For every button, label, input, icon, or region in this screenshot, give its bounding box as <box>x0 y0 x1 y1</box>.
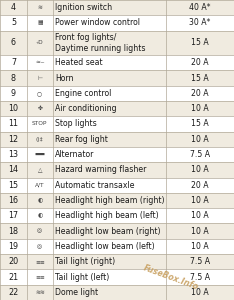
Text: 20 A: 20 A <box>191 58 209 67</box>
Text: 40 A*: 40 A* <box>189 3 211 12</box>
Text: 14: 14 <box>8 165 18 174</box>
Text: ✤: ✤ <box>37 106 42 111</box>
Text: Rear fog light: Rear fog light <box>55 135 108 144</box>
Text: 10 A: 10 A <box>191 288 209 297</box>
Bar <box>0 147 234 162</box>
Bar <box>0 101 234 116</box>
Text: ≈~: ≈~ <box>35 60 45 65</box>
Text: Horn: Horn <box>55 74 73 82</box>
Text: ○: ○ <box>37 91 42 96</box>
Text: Daytime running lights: Daytime running lights <box>55 44 146 53</box>
Text: ()‡: ()‡ <box>36 137 44 142</box>
Text: 8: 8 <box>11 74 16 82</box>
Text: STOP: STOP <box>32 122 48 127</box>
Bar <box>0 193 234 208</box>
Bar <box>0 0 234 15</box>
Text: Hazard warning flasher: Hazard warning flasher <box>55 165 146 174</box>
Bar <box>0 132 234 147</box>
Text: Headlight low beam (left): Headlight low beam (left) <box>55 242 155 251</box>
Text: 11: 11 <box>8 119 18 128</box>
Text: 10: 10 <box>8 104 18 113</box>
Text: Ignition switch: Ignition switch <box>55 3 112 12</box>
Bar <box>0 86 234 101</box>
Bar <box>0 116 234 132</box>
Bar <box>0 70 234 86</box>
Text: 15 A: 15 A <box>191 38 209 47</box>
Text: Headlight high beam (left): Headlight high beam (left) <box>55 211 159 220</box>
Text: 10 A: 10 A <box>191 104 209 113</box>
Bar <box>0 269 234 285</box>
Text: 12: 12 <box>8 135 18 144</box>
Text: Headlight high beam (right): Headlight high beam (right) <box>55 196 165 205</box>
Text: Automatic transaxle: Automatic transaxle <box>55 181 135 190</box>
Text: Air conditioning: Air conditioning <box>55 104 117 113</box>
Bar <box>0 239 234 254</box>
Text: ≋: ≋ <box>37 5 42 10</box>
Text: Alternator: Alternator <box>55 150 94 159</box>
Bar <box>0 15 234 31</box>
Text: 7: 7 <box>11 58 16 67</box>
Bar <box>0 162 234 178</box>
Text: 20 A: 20 A <box>191 181 209 190</box>
Text: 30 A*: 30 A* <box>189 19 211 28</box>
Text: 10 A: 10 A <box>191 211 209 220</box>
Bar <box>0 178 234 193</box>
Text: ▦: ▦ <box>37 20 43 26</box>
Text: ◎: ◎ <box>37 244 42 249</box>
Text: △: △ <box>37 167 42 172</box>
Text: FuseBox.Info: FuseBox.Info <box>142 263 200 292</box>
Text: 20 A: 20 A <box>191 89 209 98</box>
Text: 15 A: 15 A <box>191 74 209 82</box>
Text: 10 A: 10 A <box>191 165 209 174</box>
Text: Tail light (right): Tail light (right) <box>55 257 115 266</box>
Text: 7.5 A: 7.5 A <box>190 257 210 266</box>
Bar <box>0 31 234 55</box>
Text: ⊢: ⊢ <box>37 76 42 81</box>
Text: 22: 22 <box>8 288 18 297</box>
Text: 9: 9 <box>11 89 16 98</box>
Text: 6: 6 <box>11 38 16 47</box>
Bar <box>0 224 234 239</box>
Text: 5: 5 <box>11 19 16 28</box>
Text: 10 A: 10 A <box>191 196 209 205</box>
Text: 19: 19 <box>8 242 18 251</box>
Text: 15: 15 <box>8 181 18 190</box>
Bar <box>0 254 234 269</box>
Text: 20: 20 <box>8 257 18 266</box>
Text: 16: 16 <box>8 196 18 205</box>
Text: 7.5 A: 7.5 A <box>190 150 210 159</box>
Text: Heated seat: Heated seat <box>55 58 103 67</box>
Text: 21: 21 <box>8 272 18 281</box>
Text: ◎: ◎ <box>37 229 42 234</box>
Bar <box>0 208 234 224</box>
Text: Headlight low beam (right): Headlight low beam (right) <box>55 226 161 236</box>
Text: Stop lights: Stop lights <box>55 119 97 128</box>
Text: 4: 4 <box>11 3 16 12</box>
Text: Engine control: Engine control <box>55 89 111 98</box>
Text: ₊D: ₊D <box>36 40 44 45</box>
Text: A/T: A/T <box>35 183 44 188</box>
Text: 13: 13 <box>8 150 18 159</box>
Text: Front fog lights/: Front fog lights/ <box>55 33 116 42</box>
Text: ≋≋: ≋≋ <box>35 290 45 295</box>
Text: Tail light (left): Tail light (left) <box>55 272 109 281</box>
Text: ▬▬: ▬▬ <box>34 152 45 157</box>
Text: ◐: ◐ <box>37 198 42 203</box>
Bar <box>0 285 234 300</box>
Text: 7.5 A: 7.5 A <box>190 272 210 281</box>
Text: 15 A: 15 A <box>191 119 209 128</box>
Bar <box>0 55 234 70</box>
Text: ◐: ◐ <box>37 213 42 218</box>
Text: ≡≡: ≡≡ <box>35 259 45 264</box>
Text: 10 A: 10 A <box>191 242 209 251</box>
Text: 17: 17 <box>8 211 18 220</box>
Text: 10 A: 10 A <box>191 226 209 236</box>
Text: 10 A: 10 A <box>191 135 209 144</box>
Text: ≡≡: ≡≡ <box>35 274 45 280</box>
Text: Dome light: Dome light <box>55 288 98 297</box>
Text: 18: 18 <box>8 226 18 236</box>
Text: Power window control: Power window control <box>55 19 140 28</box>
